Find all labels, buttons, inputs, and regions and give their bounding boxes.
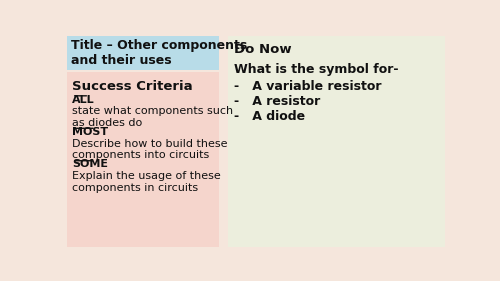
Text: Explain the usage of these
components in circuits: Explain the usage of these components in… <box>72 171 221 193</box>
Text: MOST: MOST <box>72 127 108 137</box>
Text: -   A variable resistor: - A variable resistor <box>234 80 382 93</box>
Text: -   A diode: - A diode <box>234 110 305 123</box>
Text: What is the symbol for-: What is the symbol for- <box>234 63 398 76</box>
Text: Do Now: Do Now <box>234 43 291 56</box>
Text: ALL: ALL <box>72 94 94 105</box>
Text: state what components such
as diodes do: state what components such as diodes do <box>72 106 233 128</box>
Text: Describe how to build these
components into circuits: Describe how to build these components i… <box>72 139 228 160</box>
Text: Title – Other components
and their uses: Title – Other components and their uses <box>71 39 248 67</box>
FancyBboxPatch shape <box>67 36 218 70</box>
Text: SOME: SOME <box>72 159 108 169</box>
Text: -   A resistor: - A resistor <box>234 95 320 108</box>
Text: Success Criteria: Success Criteria <box>72 80 192 94</box>
FancyBboxPatch shape <box>228 36 446 248</box>
FancyBboxPatch shape <box>67 72 218 248</box>
